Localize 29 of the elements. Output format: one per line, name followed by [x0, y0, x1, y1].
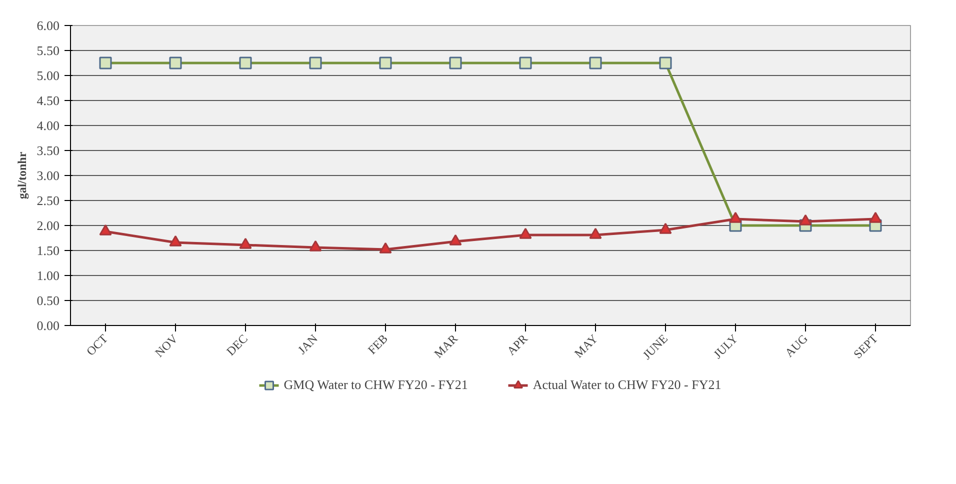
point — [169, 235, 182, 246]
point — [869, 212, 882, 223]
point — [799, 214, 812, 226]
y-tick-label: 6.00 — [36, 18, 60, 33]
point — [589, 228, 602, 239]
point — [729, 212, 742, 223]
y-tick-label: 2.50 — [36, 193, 60, 208]
y-axis-title: gal/tonhr — [14, 151, 29, 200]
point — [659, 222, 672, 234]
y-tick-label: 5.50 — [36, 43, 60, 58]
y-tick-label: 4.50 — [36, 93, 60, 108]
point — [239, 238, 252, 249]
y-tick-label: 5.00 — [36, 68, 60, 83]
point — [379, 242, 392, 254]
y-tick-label: 3.00 — [36, 168, 60, 183]
legend-label: GMQ Water to CHW FY20 - FY21 — [284, 377, 468, 393]
y-tick-label: 2.00 — [36, 218, 60, 233]
x-tick-label: FEB — [364, 332, 390, 358]
point — [449, 234, 462, 246]
y-tick-label: 3.50 — [36, 143, 60, 158]
y-tick-label: 0.50 — [36, 293, 60, 308]
point — [99, 224, 112, 236]
y-tick-label: 4.00 — [36, 118, 60, 133]
point — [309, 240, 322, 252]
y-tick-label: 0.00 — [36, 318, 60, 333]
legend-label: Actual Water to CHW FY20 - FY21 — [532, 377, 722, 393]
y-tick-label: 1.00 — [36, 268, 60, 283]
y-tick-label: 1.50 — [36, 243, 60, 258]
point — [519, 228, 532, 239]
